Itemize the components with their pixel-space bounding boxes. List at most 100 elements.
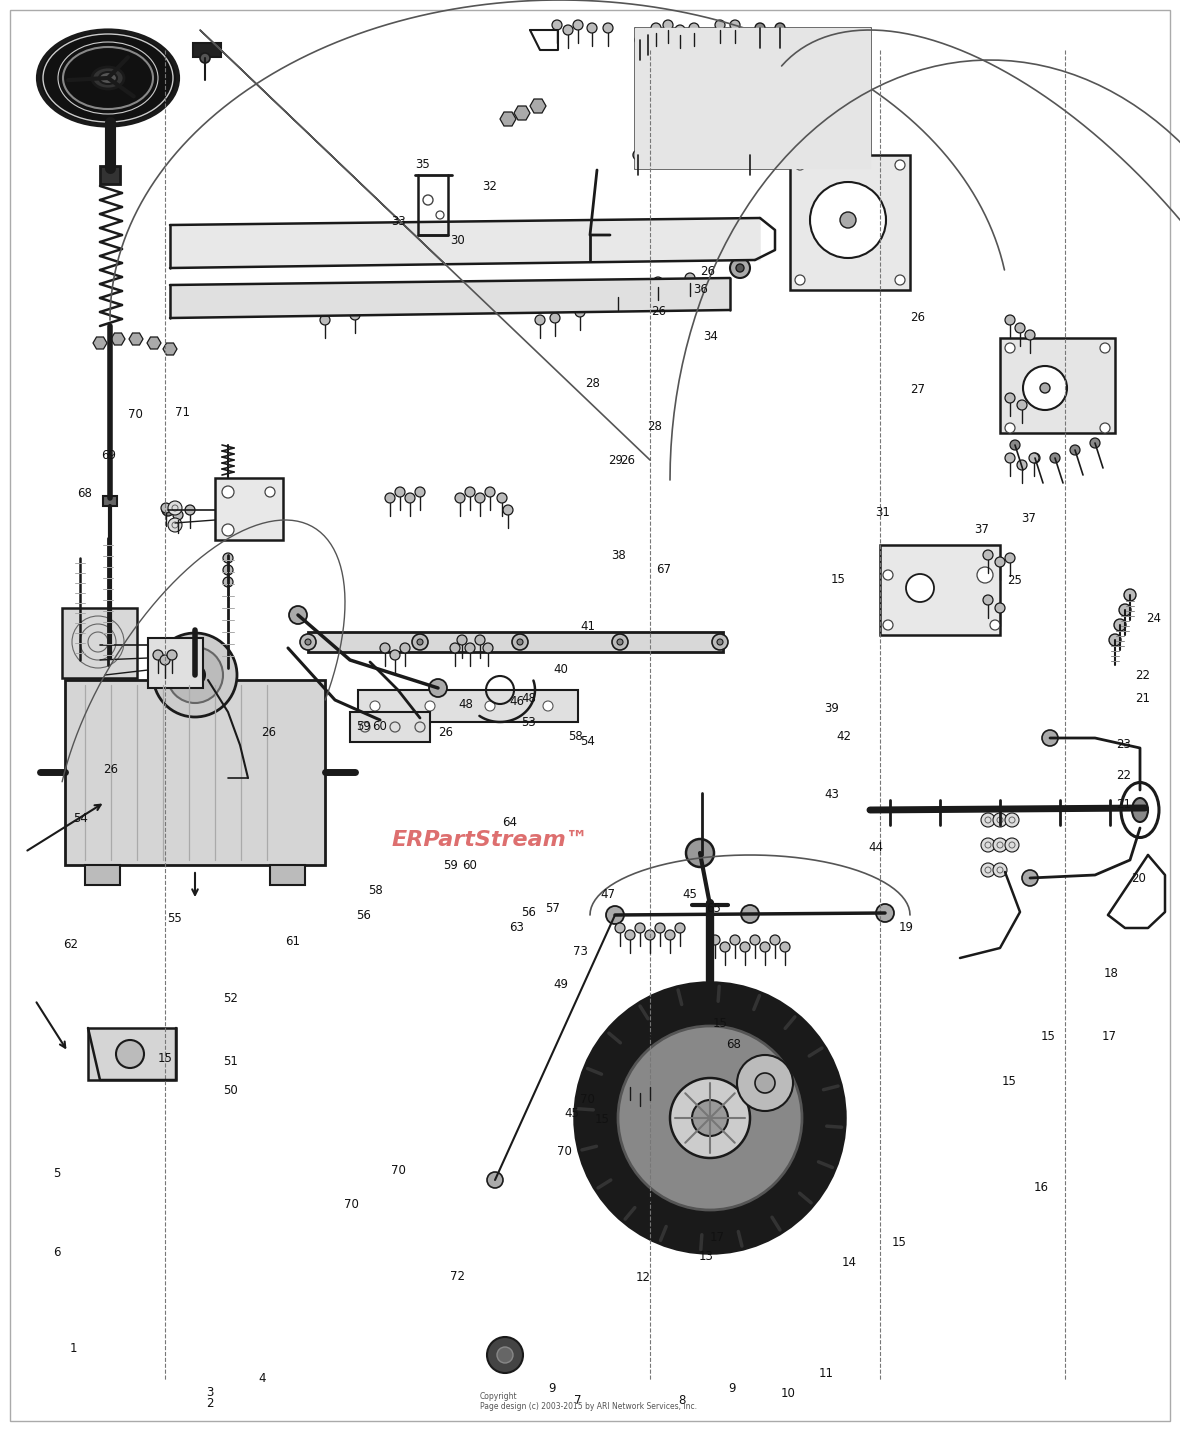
Text: 68: 68: [727, 1037, 741, 1052]
Circle shape: [160, 655, 170, 665]
Text: 68: 68: [78, 487, 92, 501]
Text: 30: 30: [451, 233, 465, 248]
Circle shape: [162, 504, 173, 517]
Text: 47: 47: [601, 887, 615, 902]
Text: 28: 28: [648, 419, 662, 434]
Text: 27: 27: [911, 382, 925, 396]
Text: 26: 26: [439, 726, 453, 740]
Circle shape: [160, 504, 171, 512]
Circle shape: [1015, 323, 1025, 333]
Circle shape: [1005, 839, 1020, 851]
Circle shape: [602, 238, 610, 245]
Text: 22: 22: [1135, 668, 1149, 683]
Circle shape: [635, 34, 645, 44]
Text: 9: 9: [549, 1381, 556, 1395]
Circle shape: [990, 620, 999, 630]
Bar: [880, 545, 999, 635]
Text: 63: 63: [510, 920, 524, 934]
Circle shape: [250, 242, 258, 249]
Polygon shape: [163, 343, 177, 355]
Text: 37: 37: [975, 522, 989, 537]
Text: 7: 7: [575, 1394, 582, 1408]
Circle shape: [738, 1055, 793, 1110]
Circle shape: [517, 640, 523, 645]
Text: 70: 70: [557, 1145, 571, 1159]
Circle shape: [1070, 445, 1080, 455]
Text: 40: 40: [553, 663, 568, 677]
Polygon shape: [530, 99, 546, 113]
Text: 43: 43: [825, 787, 839, 801]
Text: 1: 1: [70, 1341, 77, 1355]
Text: 21: 21: [1116, 797, 1130, 811]
Circle shape: [395, 487, 405, 497]
Circle shape: [755, 1073, 775, 1093]
Text: 55: 55: [168, 912, 182, 926]
Bar: [670, 60, 710, 79]
Circle shape: [1005, 813, 1020, 827]
Text: 58: 58: [569, 730, 583, 744]
Circle shape: [635, 1083, 645, 1093]
Text: 8: 8: [678, 1394, 686, 1408]
Circle shape: [453, 293, 460, 301]
Circle shape: [1030, 454, 1040, 464]
Text: 20: 20: [1132, 871, 1146, 886]
Text: 18: 18: [1104, 966, 1119, 980]
Text: 42: 42: [837, 730, 851, 744]
Circle shape: [1100, 343, 1110, 353]
Bar: [194, 43, 221, 57]
Text: 62: 62: [64, 937, 78, 952]
Text: 16: 16: [1034, 1181, 1048, 1195]
Circle shape: [771, 934, 780, 944]
Circle shape: [522, 293, 529, 301]
Circle shape: [625, 930, 635, 940]
Circle shape: [380, 643, 391, 653]
Text: Copyright
Page design (c) 2003-2015 by ARI Network Services, Inc.: Copyright Page design (c) 2003-2015 by A…: [480, 1392, 697, 1411]
Circle shape: [378, 240, 386, 248]
Text: 15: 15: [158, 1052, 172, 1066]
Circle shape: [185, 665, 205, 685]
Circle shape: [350, 311, 360, 321]
Circle shape: [994, 839, 1007, 851]
Circle shape: [844, 44, 856, 56]
Circle shape: [686, 839, 714, 867]
Circle shape: [1022, 870, 1038, 886]
Text: 4: 4: [258, 1371, 266, 1385]
Circle shape: [691, 1100, 728, 1136]
Circle shape: [173, 509, 183, 519]
Circle shape: [717, 640, 723, 645]
Text: 53: 53: [522, 716, 536, 730]
Circle shape: [1017, 401, 1027, 411]
Text: 51: 51: [223, 1055, 237, 1069]
Polygon shape: [514, 106, 530, 120]
Text: 39: 39: [825, 701, 839, 716]
Text: 15: 15: [713, 1016, 727, 1030]
Circle shape: [590, 292, 597, 299]
Circle shape: [625, 1078, 635, 1088]
Ellipse shape: [63, 47, 153, 109]
Text: 72: 72: [451, 1269, 465, 1284]
Text: 26: 26: [262, 726, 276, 740]
Bar: [999, 338, 1115, 434]
Ellipse shape: [99, 72, 117, 84]
Circle shape: [632, 1103, 647, 1118]
Circle shape: [223, 552, 232, 562]
Circle shape: [1114, 620, 1126, 631]
Circle shape: [420, 295, 426, 302]
Circle shape: [635, 923, 645, 933]
Circle shape: [745, 150, 755, 160]
Circle shape: [474, 239, 481, 246]
Text: 5: 5: [53, 1166, 60, 1181]
Circle shape: [223, 577, 232, 587]
Circle shape: [153, 650, 163, 660]
Circle shape: [1010, 439, 1020, 449]
Bar: [789, 155, 910, 290]
Circle shape: [666, 236, 674, 245]
Circle shape: [385, 494, 395, 504]
Circle shape: [1100, 424, 1110, 434]
Circle shape: [168, 650, 177, 660]
Circle shape: [615, 923, 625, 933]
Polygon shape: [129, 333, 143, 345]
Circle shape: [550, 313, 560, 323]
Circle shape: [116, 1040, 144, 1068]
Circle shape: [1025, 331, 1035, 341]
